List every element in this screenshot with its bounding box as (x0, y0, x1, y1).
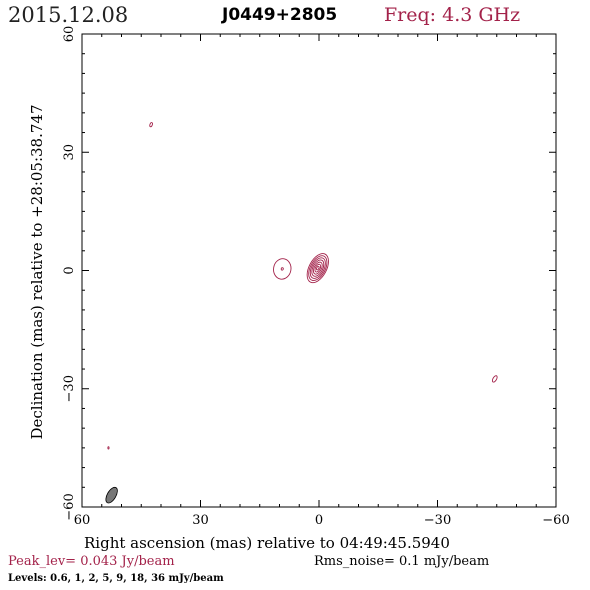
contour-core (312, 261, 323, 275)
y-tick-label: 0 (62, 266, 77, 274)
y-tick-label: 30 (62, 144, 77, 161)
contour-core (316, 265, 320, 271)
beam-ellipse (105, 486, 118, 504)
contour-core (309, 257, 326, 279)
y-tick-label: −30 (62, 375, 77, 402)
contour-core (314, 263, 322, 273)
x-tick-label: 60 (74, 513, 91, 528)
contour-layer (107, 122, 498, 450)
y-tick-label: −60 (62, 493, 77, 520)
x-axis-label: Right ascension (mas) relative to 04:49:… (84, 534, 450, 552)
contour-spot-sw (491, 375, 498, 383)
contour-spot-se (107, 446, 110, 450)
contour-core (306, 253, 329, 284)
source-name: J0449+2805 (222, 5, 338, 25)
x-tick-label: 0 (315, 513, 323, 528)
axis-ticks (81, 33, 557, 508)
peak-level: Peak_lev= 0.043 Jy/beam (8, 554, 175, 569)
x-tick-label: −30 (424, 513, 451, 528)
y-tick-label: 60 (62, 26, 77, 43)
contour-levels: Levels: 0.6, 1, 2, 5, 9, 18, 36 mJy/beam (8, 573, 224, 584)
x-tick-label: 30 (192, 513, 209, 528)
observation-date: 2015.12.08 (8, 3, 129, 27)
contour-east-component (280, 267, 284, 271)
contour-east-component (273, 258, 292, 280)
contour-core (308, 255, 328, 281)
x-tick-label: −60 (542, 513, 569, 528)
contour-core (311, 259, 325, 277)
rms-noise: Rms_noise= 0.1 mJy/beam (314, 554, 490, 569)
contour-spot-ne (149, 122, 153, 128)
restoring-beam (105, 486, 118, 504)
y-axis-label: Declination (mas) relative to +28:05:38.… (28, 104, 46, 439)
frequency-label: Freq: 4.3 GHz (384, 4, 521, 26)
axis-tick-labels: 60 30 0 −30 −60 −60 −30 0 30 60 (62, 26, 570, 528)
